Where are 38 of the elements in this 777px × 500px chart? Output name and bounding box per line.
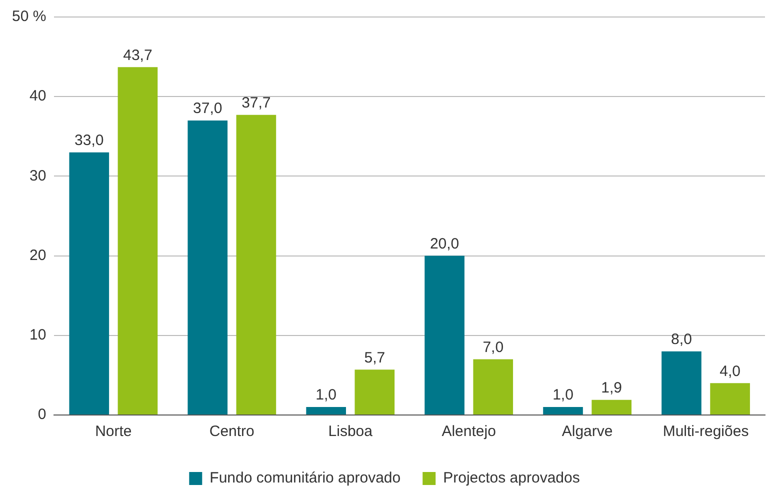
data-label: 37,7 xyxy=(242,94,271,112)
bar xyxy=(662,351,702,414)
legend-label: Projectos aprovados xyxy=(443,470,580,487)
data-label: 20,0 xyxy=(430,235,460,252)
y-tick-label: 50 % xyxy=(12,8,46,26)
data-label: 4,0 xyxy=(720,362,740,380)
data-label: 43,7 xyxy=(123,46,152,64)
y-tick-label: 40 xyxy=(30,88,46,105)
data-label: 1,0 xyxy=(316,386,337,404)
x-tick-label: Centro xyxy=(209,423,254,440)
x-tick-label: Multi-regiões xyxy=(662,423,749,440)
y-tick-label: 20 xyxy=(30,246,46,264)
data-label: 37,0 xyxy=(193,100,222,118)
bar xyxy=(354,370,395,414)
y-tick-label: 10 xyxy=(30,326,46,344)
data-label: 1,9 xyxy=(601,380,622,397)
bar xyxy=(69,152,110,414)
data-label: 33,0 xyxy=(74,132,104,149)
bar xyxy=(543,407,583,414)
legend-label: Fundo comunitário aprovado xyxy=(210,470,401,487)
bar xyxy=(306,407,346,414)
x-tick-label: Norte xyxy=(95,423,132,440)
x-tick-label: Alentejo xyxy=(442,423,496,440)
data-label: 5,7 xyxy=(364,349,386,366)
bar xyxy=(592,400,632,414)
bar xyxy=(118,67,158,414)
data-label: 1,0 xyxy=(552,386,574,404)
bar xyxy=(188,120,228,414)
x-tick-label: Algarve xyxy=(562,423,613,440)
y-tick-label: 0 xyxy=(38,406,46,424)
x-tick-label: Lisboa xyxy=(328,423,374,440)
bar xyxy=(710,383,750,414)
bar xyxy=(236,114,276,414)
bar xyxy=(473,359,514,414)
data-label: 7,0 xyxy=(482,338,504,356)
y-tick-label: 30 xyxy=(30,167,46,184)
data-label: 8,0 xyxy=(671,330,692,348)
bar xyxy=(424,256,464,414)
